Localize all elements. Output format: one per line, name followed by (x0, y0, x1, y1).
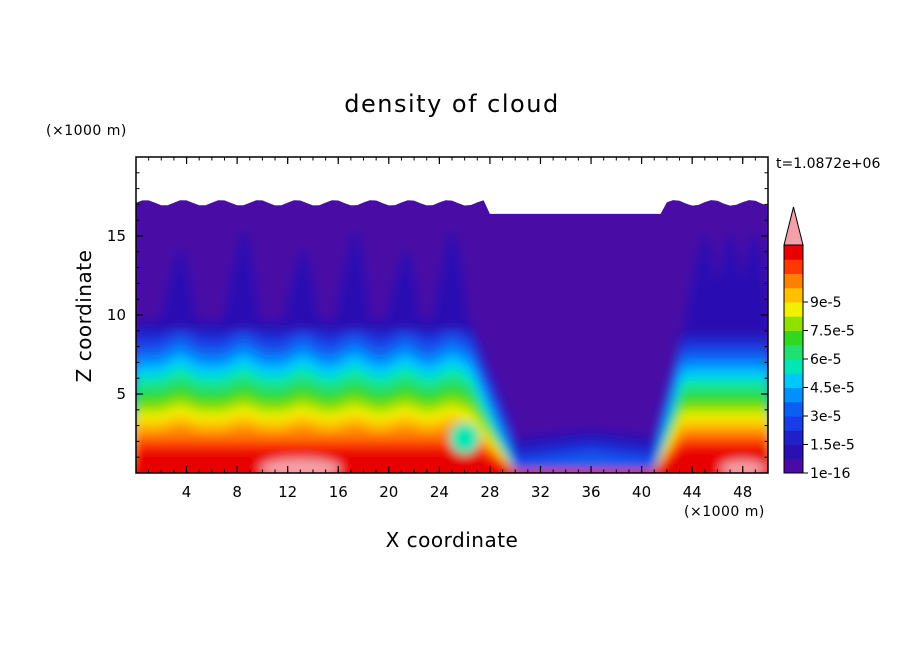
colorbar-label: 3e-5 (810, 409, 841, 425)
colorbar-swatch (784, 387, 803, 403)
x-tick-label: 40 (632, 483, 651, 501)
y-tick-label: 10 (107, 306, 126, 324)
y-tick-label: 5 (116, 385, 126, 403)
updraft-plume (220, 229, 262, 331)
updraft-plume (280, 248, 321, 331)
y-axis-label: Z coordinate (72, 250, 96, 383)
x-axis-ticks: 4 8 12 16 20 24 28 32 36 40 44 48 (148, 157, 756, 501)
colorbar: 1e-16 1.5e-5 3e-5 4.5e-5 6e-5 7.5e-5 9e-5 (783, 206, 855, 482)
x-tick-label: 4 (182, 483, 192, 501)
x-unit-label: (×1000 m) (684, 504, 765, 520)
colorbar-swatch (784, 259, 803, 274)
colorbar-swatch (784, 458, 803, 474)
updraft-plume (731, 232, 768, 331)
colorbar-swatch (784, 444, 803, 460)
colorbar-swatch (784, 359, 803, 374)
x-tick-label: 8 (232, 483, 242, 501)
x-axis-label: X coordinate (386, 528, 519, 552)
contour-band (136, 446, 768, 473)
cloud-top-boundary (136, 157, 768, 214)
colorbar-swatch (784, 302, 803, 317)
colorbar-swatch (784, 316, 803, 331)
colorbar-swatch (784, 344, 803, 360)
x-tick-label: 48 (733, 483, 752, 501)
chart-title: density of cloud (344, 90, 559, 118)
colorbar-label: 6e-5 (810, 352, 841, 368)
y-axis-ticks: 5 10 15 (107, 172, 768, 458)
colorbar-swatch (784, 373, 803, 388)
y-tick-label: 15 (107, 227, 126, 245)
colorbar-swatch (784, 401, 803, 417)
updraft-plume (382, 248, 423, 331)
colorbar-swatch (784, 416, 803, 431)
x-tick-label: 12 (278, 483, 297, 501)
colorbar-label: 4.5e-5 (810, 381, 855, 397)
colorbar-swatch (784, 330, 803, 346)
x-tick-label: 44 (683, 483, 702, 501)
x-tick-label: 20 (379, 483, 398, 501)
colorbar-label: 1e-16 (810, 466, 850, 482)
y-unit-label: (×1000 m) (46, 123, 127, 139)
colorbar-swatch (784, 287, 803, 303)
updraft-plume (331, 229, 373, 331)
core-blob (449, 422, 480, 455)
updraft-plume (429, 229, 470, 331)
x-tick-label: 24 (430, 483, 449, 501)
x-tick-label: 16 (329, 483, 348, 501)
colorbar-swatch (784, 273, 803, 289)
colorbar-extend-triangle (783, 206, 804, 246)
time-label: t=1.0872e+06 (776, 156, 880, 172)
peak-blob (259, 458, 341, 473)
colorbar-label: 9e-5 (810, 295, 841, 311)
x-tick-label: 32 (531, 483, 550, 501)
colorbar-label: 1.5e-5 (810, 438, 855, 454)
x-tick-label: 28 (480, 483, 499, 501)
colorbar-swatch (784, 245, 803, 260)
updraft-plume (157, 248, 198, 331)
contour-field (136, 157, 768, 473)
colorbar-label: 7.5e-5 (810, 324, 855, 340)
x-tick-label: 36 (581, 483, 600, 501)
colorbar-swatch (784, 430, 803, 445)
